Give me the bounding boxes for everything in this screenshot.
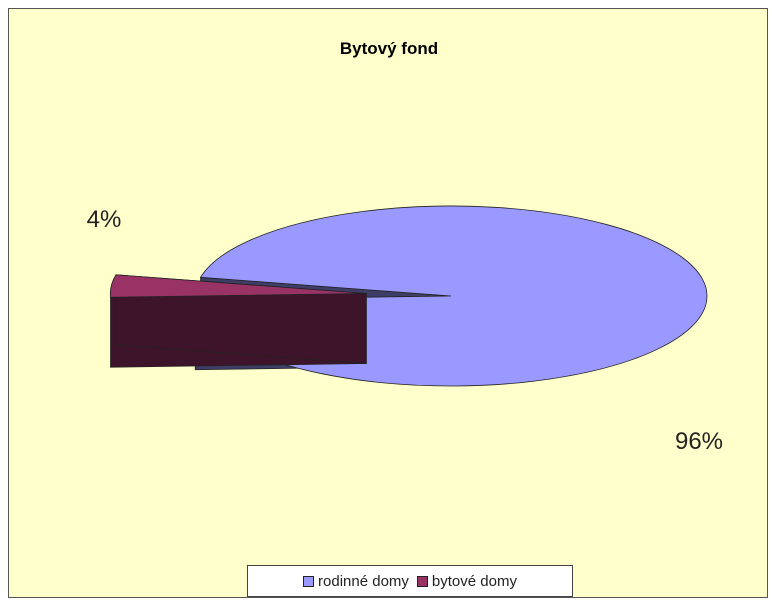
legend: rodinné domy bytové domy xyxy=(247,565,573,597)
legend-item-rodinne-domy: rodinné domy xyxy=(303,573,409,590)
chart-title: Bytový fond xyxy=(339,39,439,58)
data-label-bytove-domy: 4% xyxy=(87,206,122,233)
legend-item-bytove-domy: bytové domy xyxy=(416,572,517,590)
chart-area: Bytový fond 96% 4% rodinné domy bytové do… xyxy=(8,8,768,598)
data-label-rodinne-domy: 96% xyxy=(675,428,723,455)
legend-label-rodinne-domy: rodinné domy xyxy=(318,572,409,590)
legend-swatch-bytove-domy xyxy=(416,575,428,587)
pie-slice-bytove-domy xyxy=(109,274,367,298)
pie-chart: 96% 4% xyxy=(87,205,723,455)
legend-swatch-rodinne-domy xyxy=(303,575,315,587)
legend-label-bytove-domy: bytové domy xyxy=(431,572,517,590)
